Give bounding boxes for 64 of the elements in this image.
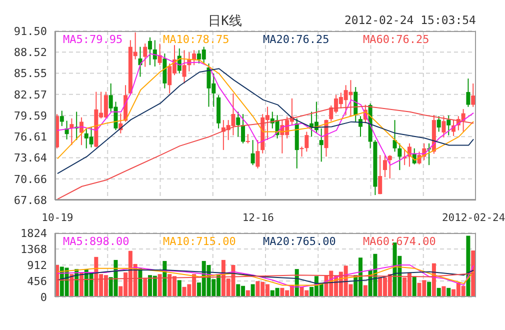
candlestick xyxy=(388,154,392,180)
chart-title: 日K线 xyxy=(207,13,243,30)
candlestick xyxy=(378,154,382,195)
candlestick xyxy=(148,36,152,66)
candlestick xyxy=(392,120,397,152)
text: MA5:79.95 xyxy=(63,33,124,46)
bar xyxy=(471,250,476,297)
candlestick xyxy=(246,134,250,144)
series-label: MA10:78.75 xyxy=(163,33,230,46)
bar xyxy=(412,276,416,297)
candlestick xyxy=(436,116,441,132)
y-tick-label: 0 xyxy=(40,290,47,304)
x-tick-label: 2012-02-24 xyxy=(442,212,505,224)
candlestick xyxy=(442,116,446,138)
x-tick-label: 10-19 xyxy=(42,212,74,224)
bar xyxy=(442,286,446,297)
y-tick-label: 67.68 xyxy=(14,194,47,207)
line-series xyxy=(56,68,474,174)
text: MA60:674.00 xyxy=(363,235,437,248)
bar xyxy=(177,280,182,297)
series-label: MA5:898.00 xyxy=(63,235,130,248)
line-series xyxy=(56,272,474,281)
candlestick xyxy=(236,111,240,138)
candlestick xyxy=(382,154,387,178)
bar xyxy=(363,285,368,297)
candlestick xyxy=(241,114,246,144)
candlestick xyxy=(152,40,157,67)
y-tick-label: 88.52 xyxy=(14,46,47,60)
bar xyxy=(250,284,255,297)
bar xyxy=(466,236,470,297)
bar xyxy=(427,282,432,297)
y-tick-label: 70.66 xyxy=(14,172,47,186)
candlestick xyxy=(446,114,451,136)
text: MA20:76.25 xyxy=(263,33,330,46)
candlestick xyxy=(256,140,260,169)
candlestick xyxy=(143,42,148,68)
line-series xyxy=(56,270,474,284)
y-tick-label: 85.55 xyxy=(14,67,47,80)
text: 2012-02-24 15:03:54 xyxy=(344,13,476,27)
y-tick-label: 82.57 xyxy=(14,88,47,102)
text: MA60:76.25 xyxy=(363,33,430,46)
candlestick xyxy=(60,110,64,127)
text: MA20:765.00 xyxy=(263,235,337,248)
y-tick-label: 79.59 xyxy=(14,109,47,122)
candlestick xyxy=(319,128,324,162)
y-tick-label: 1824 xyxy=(20,226,48,240)
candlestick xyxy=(300,146,304,158)
x-tick-label: 12-16 xyxy=(242,212,274,224)
y-tick-label: 1368 xyxy=(20,242,47,256)
text: MA10:715.00 xyxy=(163,235,237,248)
candlestick xyxy=(304,131,309,152)
candlestick xyxy=(471,83,476,108)
candlestick xyxy=(398,142,402,171)
y-tick-label: 91.50 xyxy=(14,24,47,38)
y-tick-label: 456 xyxy=(27,274,47,288)
bar xyxy=(143,278,148,297)
y-tick-label: 76.61 xyxy=(14,130,47,144)
bar xyxy=(158,274,162,297)
y-tick-label: 73.64 xyxy=(14,152,48,165)
candlestick xyxy=(466,78,470,108)
candlestick xyxy=(250,140,255,166)
y-tick-label: 912 xyxy=(27,258,47,272)
candlestick xyxy=(182,50,186,84)
candlestick xyxy=(358,116,363,138)
